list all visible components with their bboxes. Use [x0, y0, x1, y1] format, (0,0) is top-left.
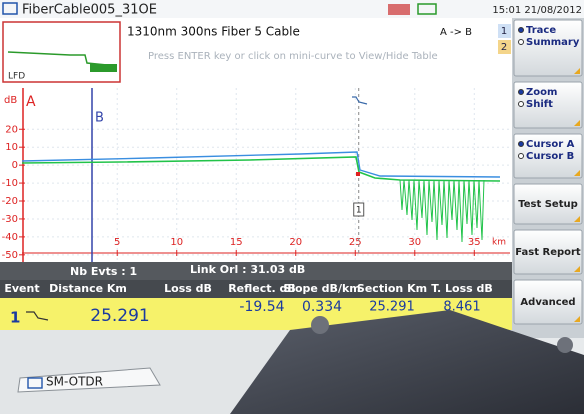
- menu-corner: [574, 216, 580, 222]
- direction: A -> B: [440, 27, 472, 38]
- menu-option[interactable]: Cursor B: [526, 151, 574, 162]
- y-tick-label: -20: [2, 196, 18, 207]
- clock: 15:01 21/08/2012: [492, 5, 582, 16]
- x-tick-label: 25: [349, 237, 362, 248]
- x-unit: km: [492, 238, 506, 248]
- menu-button[interactable]: [513, 279, 583, 325]
- column-header: Distance Km: [49, 282, 127, 295]
- plot-area: [0, 84, 512, 262]
- column-header: Event: [4, 282, 39, 295]
- menu-button[interactable]: [513, 19, 583, 77]
- cursor-a-label[interactable]: A: [26, 94, 36, 110]
- trace-number[interactable]: 2: [501, 42, 507, 53]
- y-tick-label: 20: [5, 124, 18, 135]
- summary-bar: [0, 262, 512, 280]
- y-tick-label: 10: [5, 142, 18, 153]
- cursor-b-label[interactable]: B: [95, 111, 104, 126]
- device-foot: [311, 316, 329, 334]
- menu-label[interactable]: Advanced: [520, 297, 575, 308]
- tab-icon: [27, 377, 43, 389]
- x-tick-label: 35: [468, 237, 481, 248]
- x-tick-label: 15: [230, 237, 243, 248]
- option-selected[interactable]: [518, 27, 524, 33]
- event-count: Nb Evts : 1: [70, 265, 137, 278]
- y-tick-label: -40: [2, 232, 18, 243]
- device-photo: [230, 310, 584, 414]
- menu-button[interactable]: [513, 183, 583, 225]
- y-tick-label: -10: [2, 178, 18, 189]
- cell-section: 25.291: [369, 300, 415, 315]
- menu-corner: [574, 170, 580, 176]
- option[interactable]: [518, 101, 524, 107]
- event-marker[interactable]: 1: [356, 206, 362, 216]
- menu-button[interactable]: [513, 81, 583, 129]
- device-foot: [557, 337, 573, 353]
- mini-label: LFD: [8, 72, 25, 82]
- link-orl: Link Orl : 31.03 dB: [190, 263, 305, 276]
- column-header: Section Km: [357, 282, 427, 295]
- file-title: FiberCable005_31OE: [22, 3, 157, 18]
- menu-corner: [574, 266, 580, 272]
- y-unit: dB: [4, 95, 17, 106]
- x-tick-label: 30: [408, 237, 421, 248]
- title-bar: [0, 0, 584, 18]
- column-header: Slope dB/km: [283, 282, 360, 295]
- trace-blue: [21, 151, 501, 178]
- menu-label[interactable]: Fast Report: [515, 247, 581, 258]
- trace-green: [21, 156, 501, 182]
- x-tick-label: 10: [170, 237, 183, 248]
- menu-corner: [574, 316, 580, 322]
- option-selected[interactable]: [518, 141, 524, 147]
- event-symbol: [352, 96, 368, 105]
- cell-reflect: -19.54: [239, 299, 284, 315]
- module-tab[interactable]: [17, 367, 161, 393]
- tab-label[interactable]: SM-OTDR: [46, 375, 103, 389]
- column-header: Loss dB: [164, 282, 212, 295]
- app-icon: [2, 2, 18, 15]
- cell-total-loss: 8.461: [443, 300, 480, 315]
- trace-tab[interactable]: [498, 40, 511, 54]
- y-tick-label: -30: [2, 214, 18, 225]
- event-icon: [26, 311, 49, 321]
- menu-option[interactable]: Summary: [526, 37, 580, 48]
- trace-number[interactable]: 1: [501, 26, 507, 37]
- event-point: [356, 172, 360, 176]
- hint: Press ENTER key or click on mini-curve t…: [148, 51, 438, 62]
- table-header: [0, 280, 512, 298]
- menu-option[interactable]: Zoom: [526, 87, 557, 98]
- menu-corner: [574, 68, 580, 74]
- column-header: Reflect. dB: [228, 282, 296, 295]
- menu-corner: [574, 120, 580, 126]
- option-selected[interactable]: [518, 89, 524, 95]
- noise: [399, 179, 485, 243]
- cell-slope: 0.334: [302, 299, 342, 315]
- y-tick-label: 0: [12, 160, 18, 171]
- x-tick-label: 5: [114, 237, 120, 248]
- menu-option[interactable]: Cursor A: [526, 139, 575, 150]
- y-tick-label: -50: [2, 250, 18, 261]
- x-tick-label: 20: [289, 237, 302, 248]
- menu-option[interactable]: Shift: [526, 99, 553, 110]
- mini-noise: [90, 64, 117, 72]
- column-header: T. Loss dB: [431, 282, 493, 295]
- trace-tab[interactable]: [498, 24, 511, 38]
- menu-button[interactable]: [513, 229, 583, 275]
- event-marker-box[interactable]: [353, 202, 365, 217]
- acquisition-settings: 1310nm 300ns Fiber 5 Cable: [127, 25, 300, 39]
- menu-option[interactable]: Trace: [526, 25, 556, 36]
- option[interactable]: [518, 153, 524, 159]
- menu-label[interactable]: Test Setup: [518, 199, 578, 210]
- cell-distance: 25.291: [90, 306, 149, 326]
- status-icon: [388, 4, 410, 15]
- menu-button[interactable]: [513, 133, 583, 179]
- event-number: 1: [10, 309, 20, 327]
- battery-icon: [417, 3, 437, 15]
- option[interactable]: [518, 39, 524, 45]
